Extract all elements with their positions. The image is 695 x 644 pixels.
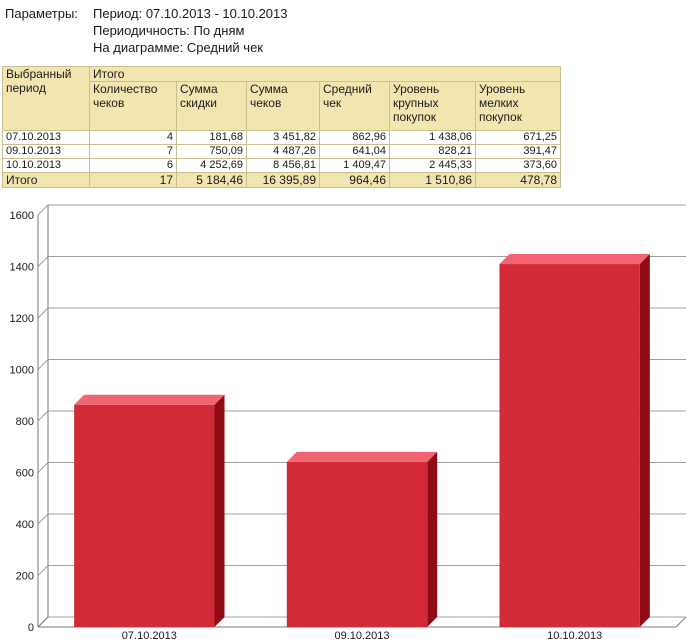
bar-top xyxy=(499,254,650,265)
total-label: Итого xyxy=(2,172,90,188)
report-table: Выбранный период Итого Количество чеков … xyxy=(2,66,561,188)
table-row: 07.10.2013 4 181,68 3 451,82 862,96 1 43… xyxy=(2,130,561,145)
y-tick-label: 400 xyxy=(16,519,34,531)
periodicity-parameter: Периодичность: По дням xyxy=(93,23,245,38)
x-tick-label: 10.10.2013 xyxy=(547,630,602,642)
table-cell: 6 xyxy=(89,158,177,173)
table-cell: 1 409,47 xyxy=(319,158,390,173)
gridline-side xyxy=(37,256,49,267)
row-date: 07.10.2013 xyxy=(2,130,90,145)
column-header: Сумма чеков xyxy=(246,81,320,131)
gridline-side xyxy=(37,565,49,576)
gridline-side xyxy=(37,410,49,422)
total-cell: 16 395,89 xyxy=(246,172,320,188)
total-cell: 1 510,86 xyxy=(389,172,476,188)
table-cell: 2 445,33 xyxy=(389,158,476,173)
x-tick-label: 09.10.2013 xyxy=(334,630,389,642)
column-header: Средний чек xyxy=(319,81,390,131)
gridline-side xyxy=(37,307,49,319)
total-cell: 17 xyxy=(89,172,177,188)
x-tick-label: 07.10.2013 xyxy=(122,630,177,642)
table-cell: 828,21 xyxy=(389,144,476,159)
parameters-label: Параметры: xyxy=(5,6,78,21)
row-date: 10.10.2013 xyxy=(2,158,90,173)
bar xyxy=(74,404,215,627)
table-cell: 671,25 xyxy=(475,130,561,145)
gridline-side xyxy=(37,359,49,370)
y-tick-label: 1000 xyxy=(10,365,34,377)
bar-top xyxy=(286,451,438,462)
table-cell: 7 xyxy=(89,144,177,159)
table-cell: 4 487,26 xyxy=(246,144,320,159)
bar-top xyxy=(74,394,225,405)
floor-edge xyxy=(37,616,49,628)
total-cell: 478,78 xyxy=(475,172,561,188)
table-subheader-row: Количество чеков Сумма скидки Сумма чеко… xyxy=(3,81,561,131)
bar xyxy=(286,461,428,627)
row-date: 09.10.2013 xyxy=(2,144,90,159)
y-tick-label: 200 xyxy=(16,571,34,583)
total-cell: 964,46 xyxy=(319,172,390,188)
gridline-side xyxy=(37,204,49,216)
table-cell: 3 451,82 xyxy=(246,130,320,145)
gridline-side xyxy=(37,462,49,473)
average-check-bar-chart: 0 200 400 600 800 1000 1200 1400 1600 07.10.2013 0… xyxy=(10,204,687,642)
diagram-parameter: На диаграмме: Средний чек xyxy=(93,40,263,55)
floor-edge xyxy=(675,616,687,628)
y-tick-label: 1400 xyxy=(10,262,34,274)
table-cell: 391,47 xyxy=(475,144,561,159)
table-cell: 373,60 xyxy=(475,158,561,173)
column-header: Уровень мелких покупок xyxy=(475,81,561,131)
y-tick-label: 1600 xyxy=(10,210,34,222)
bar-side xyxy=(639,254,650,628)
table-cell: 641,04 xyxy=(319,144,390,159)
table-cell: 4 252,69 xyxy=(176,158,247,173)
y-tick-label: 0 xyxy=(28,622,34,634)
table-cell: 750,09 xyxy=(176,144,247,159)
table-total-row: Итого 17 5 184,46 16 395,89 964,46 1 510… xyxy=(2,172,561,188)
y-tick-label: 1200 xyxy=(10,313,34,325)
table-cell: 181,68 xyxy=(176,130,247,145)
table-cell: 4 xyxy=(89,130,177,145)
bar-side xyxy=(214,394,225,627)
bar xyxy=(499,264,640,627)
column-header: Уровень крупных покупок xyxy=(389,81,476,131)
table-cell: 1 438,06 xyxy=(389,130,476,145)
period-parameter: Период: 07.10.2013 - 10.10.2013 xyxy=(93,6,288,21)
y-tick-label: 600 xyxy=(16,468,34,480)
table-cell: 8 456,81 xyxy=(246,158,320,173)
bar-side xyxy=(427,451,438,627)
table-header-row: Выбранный период Итого xyxy=(2,66,561,131)
table-row: 10.10.2013 6 4 252,69 8 456,81 1 409,47 … xyxy=(2,158,561,173)
column-header: Количество чеков xyxy=(89,81,177,131)
period-column-header: Выбранный период xyxy=(2,66,90,131)
table-cell: 862,96 xyxy=(319,130,390,145)
total-cell: 5 184,46 xyxy=(176,172,247,188)
table-row: 09.10.2013 7 750,09 4 487,26 641,04 828,… xyxy=(2,144,561,159)
column-header: Сумма скидки xyxy=(176,81,247,131)
y-tick-label: 800 xyxy=(16,416,34,428)
gridline-side xyxy=(37,513,49,525)
totals-group-header: Итого xyxy=(89,66,561,82)
